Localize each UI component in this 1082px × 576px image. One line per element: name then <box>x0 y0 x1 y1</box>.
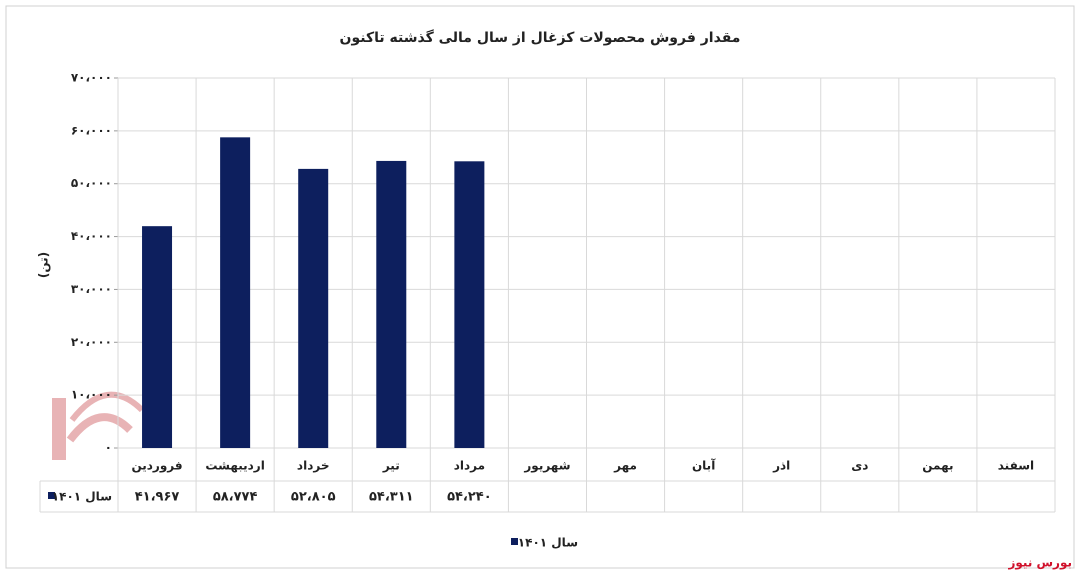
data-label: ۴۱،۹۶۷ <box>135 490 180 505</box>
x-tick-label: تیر <box>382 459 400 473</box>
x-tick-label: آبان <box>692 458 716 473</box>
chart-title: مقدار فروش محصولات کزغال از سال مالی گذش… <box>340 29 741 46</box>
x-tick-label: اردیبهشت <box>205 459 264 473</box>
data-label: ۵۴،۲۴۰ <box>447 490 492 505</box>
x-tick-label: فروردین <box>131 459 182 474</box>
bar <box>142 226 173 448</box>
bar <box>298 168 329 448</box>
bar <box>376 160 407 449</box>
x-tick-label: مرداد <box>454 459 485 473</box>
bar <box>220 137 251 448</box>
source: بورس نیوز <box>1007 556 1072 571</box>
x-tick-label: مهر <box>613 459 637 473</box>
y-axis-label: (تن) <box>37 252 51 278</box>
table-series-name: سال ۱۴۰۱ <box>52 490 112 504</box>
x-tick-label: شهریور <box>523 459 570 474</box>
y-tick-label: ۱۰،۰۰۰ <box>71 388 112 402</box>
x-tick-label: اذر <box>772 459 790 473</box>
x-tick-label: دی <box>851 459 868 473</box>
bar <box>454 161 485 448</box>
data-label: ۵۸،۷۷۴ <box>213 490 258 505</box>
y-tick-label: ۵۰،۰۰۰ <box>71 176 112 190</box>
watermark-logo <box>52 391 145 460</box>
y-tick-label: ۰ <box>105 441 112 455</box>
y-tick-label: ۳۰،۰۰۰ <box>71 282 112 296</box>
table-legend-key <box>48 492 55 499</box>
data-label: ۵۲،۸۰۵ <box>291 490 336 505</box>
y-tick-label: ۲۰،۰۰۰ <box>71 335 112 349</box>
y-tick-label: ۴۰،۰۰۰ <box>71 229 112 243</box>
x-tick-label: اسفند <box>998 459 1034 473</box>
y-tick-label: ۶۰،۰۰۰ <box>71 123 112 137</box>
y-tick-label: ۷۰،۰۰۰ <box>71 71 112 85</box>
data-label: ۵۴،۳۱۱ <box>369 490 414 505</box>
legend-label: سال ۱۴۰۱ <box>518 536 578 550</box>
x-tick-label: بهمن <box>922 459 953 473</box>
x-tick-label: خرداد <box>297 459 330 473</box>
chart-frame <box>5 5 1075 569</box>
legend-key <box>511 538 518 545</box>
